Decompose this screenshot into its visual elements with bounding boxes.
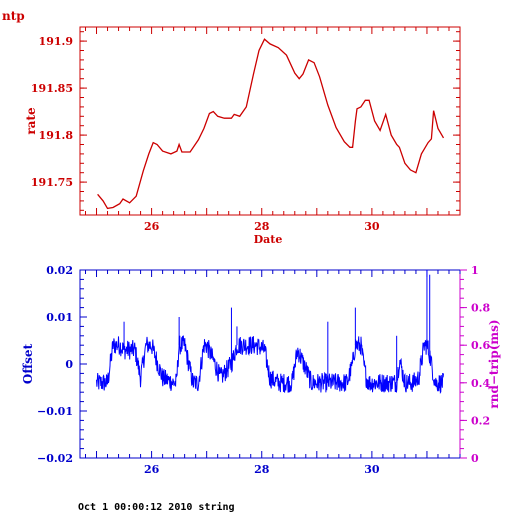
x-tick-label: 28 (254, 463, 270, 476)
rate-x-axis-label: Date (254, 233, 283, 246)
offset-chart: Offset rnd−trip(ms) 26 28 30 −0.02 −0.01 0 0.0… (21, 264, 501, 476)
rnd-trip-y-axis-label: rnd−trip(ms) (487, 319, 501, 408)
y2-tick-label: 0 (471, 452, 479, 465)
y-tick-label: 191.9 (39, 35, 73, 48)
offset-y-axis-label: Offset (21, 343, 35, 384)
chart-title: ntp (2, 9, 25, 23)
y-tick-label: 191.85 (31, 82, 73, 95)
x-tick-label: 26 (144, 463, 160, 476)
x-tick-label: 28 (254, 220, 270, 233)
rate-plot-frame (79, 26, 461, 216)
rate-series-line (97, 38, 445, 210)
y2-tick-label: 0.6 (471, 339, 490, 352)
y2-tick-label: 0.2 (471, 414, 490, 427)
x-tick-label: 30 (364, 463, 380, 476)
rate-chart: ntp rate Date 26 28 30 191.75 191.8 191.85 191… (2, 9, 461, 246)
x-tick-label: 26 (144, 220, 160, 233)
y-tick-label: 0.01 (46, 311, 73, 324)
x-tick-label: 30 (364, 220, 380, 233)
y2-tick-label: 0.4 (471, 377, 490, 390)
y-tick-label: −0.02 (37, 452, 73, 465)
y-tick-label: 0 (65, 358, 73, 371)
y-tick-label: 191.8 (39, 129, 74, 142)
y-tick-label: −0.01 (37, 405, 73, 418)
footer-timestamp: Oct 1 00:00:12 2010 string (78, 501, 235, 512)
y2-tick-label: 0.8 (471, 302, 490, 315)
rate-y-axis-label: rate (24, 107, 38, 135)
y2-tick-label: 1 (471, 264, 479, 277)
y-tick-label: 0.02 (46, 264, 73, 277)
y-tick-label: 191.75 (31, 176, 73, 189)
offset-series-line (96, 335, 444, 394)
